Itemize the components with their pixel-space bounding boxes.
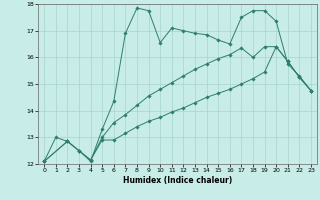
X-axis label: Humidex (Indice chaleur): Humidex (Indice chaleur) [123,176,232,185]
